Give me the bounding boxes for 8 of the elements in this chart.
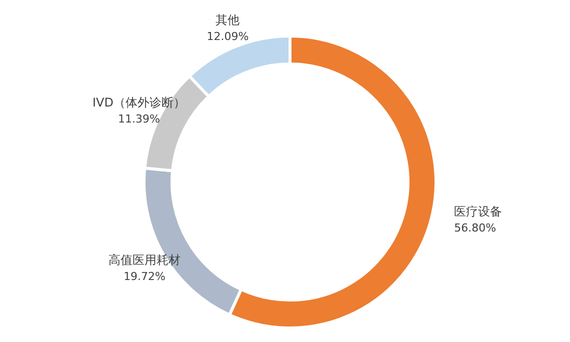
- slice-label: IVD（体外诊断）: [92, 95, 186, 110]
- data-label: 19.72%: [124, 270, 166, 284]
- slice-label: 其他: [216, 12, 240, 27]
- data-label: 56.80%: [454, 222, 496, 235]
- slice-label: 医疗设备: [454, 204, 502, 219]
- data-label: 12.09%: [206, 30, 249, 43]
- data-label: 11.39%: [118, 112, 160, 126]
- slice-label: 高值医用耗材: [108, 253, 181, 268]
